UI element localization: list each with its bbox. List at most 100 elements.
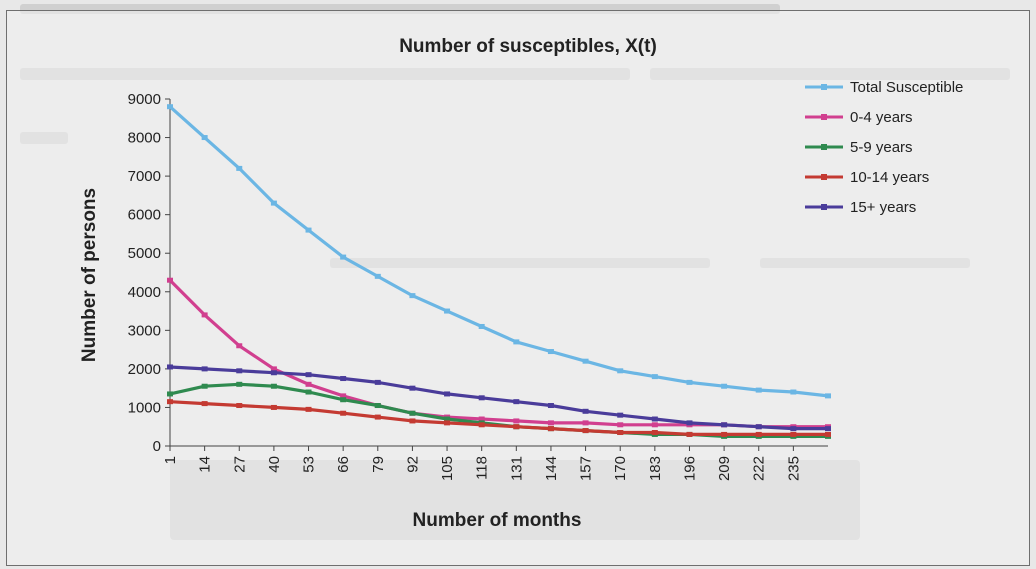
data-point bbox=[236, 403, 243, 409]
data-point bbox=[305, 227, 312, 233]
axes: 0 1000 2000 3000 4000 5000 6000 7000 8000 9000 1 14… bbox=[128, 91, 828, 481]
data-point bbox=[617, 368, 624, 374]
data-point bbox=[444, 308, 451, 314]
data-point bbox=[340, 254, 347, 260]
data-point bbox=[305, 372, 312, 378]
data-point bbox=[167, 277, 173, 283]
data-point bbox=[790, 431, 797, 437]
x-tick-label: 196 bbox=[681, 456, 698, 481]
data-point bbox=[305, 381, 312, 387]
data-point bbox=[444, 416, 451, 422]
x-tick-label: 14 bbox=[197, 456, 214, 473]
series-line bbox=[168, 400, 830, 436]
y-tick-label: 5000 bbox=[128, 245, 161, 262]
data-point bbox=[374, 379, 381, 385]
data-point bbox=[201, 401, 208, 407]
data-point bbox=[686, 431, 693, 437]
data-point bbox=[513, 339, 520, 345]
data-point bbox=[201, 312, 208, 318]
data-point bbox=[270, 370, 277, 376]
series-line bbox=[168, 105, 830, 398]
data-point bbox=[651, 374, 658, 380]
data-point bbox=[617, 430, 624, 436]
data-point bbox=[305, 406, 312, 412]
data-point bbox=[825, 426, 831, 432]
data-point bbox=[270, 200, 277, 206]
data-point bbox=[340, 376, 347, 382]
data-point bbox=[167, 364, 173, 370]
data-point bbox=[651, 422, 658, 428]
data-point bbox=[755, 387, 762, 393]
data-point bbox=[617, 422, 624, 428]
data-point bbox=[167, 399, 173, 405]
y-tick-label: 7000 bbox=[128, 168, 161, 185]
data-point bbox=[201, 135, 208, 141]
data-point bbox=[478, 323, 485, 329]
data-point bbox=[686, 379, 693, 385]
legend-marker bbox=[821, 114, 827, 120]
legend-label: 5-9 years bbox=[850, 139, 913, 156]
series-total-susceptible bbox=[167, 104, 831, 399]
x-tick-label: 92 bbox=[404, 456, 421, 473]
legend-label: 10-14 years bbox=[850, 169, 929, 186]
data-point bbox=[305, 389, 312, 395]
data-point bbox=[409, 410, 416, 416]
chart-title: Number of susceptibles, X(t) bbox=[399, 36, 657, 57]
data-point bbox=[374, 403, 381, 409]
data-point bbox=[825, 393, 831, 399]
series-line bbox=[168, 365, 830, 431]
data-point bbox=[340, 410, 347, 416]
data-point bbox=[790, 426, 797, 432]
data-point bbox=[270, 404, 277, 410]
data-point bbox=[236, 165, 243, 171]
y-tick-label: 6000 bbox=[128, 207, 161, 224]
data-point bbox=[651, 416, 658, 422]
series-layer bbox=[167, 104, 831, 439]
series-10-14-years bbox=[167, 399, 831, 437]
x-tick-label: 66 bbox=[335, 456, 352, 473]
data-point bbox=[582, 408, 589, 414]
y-tick-label: 1000 bbox=[128, 399, 161, 416]
data-point bbox=[513, 418, 520, 424]
data-point bbox=[617, 412, 624, 418]
data-point bbox=[409, 293, 416, 299]
data-point bbox=[790, 389, 797, 395]
data-point bbox=[721, 431, 728, 437]
data-point bbox=[201, 366, 208, 372]
series-line bbox=[168, 278, 830, 429]
y-tick-label: 9000 bbox=[128, 91, 161, 108]
data-point bbox=[755, 431, 762, 437]
x-tick-label: 53 bbox=[301, 456, 318, 473]
data-point bbox=[547, 426, 554, 432]
data-point bbox=[651, 430, 658, 436]
data-point bbox=[374, 273, 381, 279]
legend-marker bbox=[821, 84, 827, 90]
series-line bbox=[168, 382, 830, 438]
data-point bbox=[721, 383, 728, 389]
data-point bbox=[236, 343, 243, 349]
x-tick-label: 79 bbox=[370, 456, 387, 473]
x-tick-label: 183 bbox=[647, 456, 664, 481]
data-point bbox=[478, 422, 485, 428]
data-point bbox=[270, 383, 277, 389]
series-5-9-years bbox=[167, 381, 831, 439]
x-tick-label: 131 bbox=[508, 456, 525, 481]
data-point bbox=[409, 418, 416, 424]
legend-marker bbox=[821, 174, 827, 180]
data-point bbox=[686, 420, 693, 426]
legend-label: 0-4 years bbox=[850, 109, 913, 126]
x-axis-title: Number of months bbox=[413, 510, 582, 531]
legend-label: 15+ years bbox=[850, 199, 916, 216]
y-axis-title: Number of persons bbox=[79, 188, 100, 362]
legend-marker bbox=[821, 144, 827, 150]
data-point bbox=[513, 399, 520, 405]
x-tick-label: 235 bbox=[785, 456, 802, 481]
data-point bbox=[167, 391, 173, 397]
x-tick-label: 222 bbox=[751, 456, 768, 481]
x-tick-label: 40 bbox=[266, 456, 283, 473]
data-point bbox=[582, 420, 589, 426]
x-tick-label: 170 bbox=[612, 456, 629, 481]
data-point bbox=[582, 428, 589, 434]
legend-label: Total Susceptible bbox=[850, 79, 963, 96]
